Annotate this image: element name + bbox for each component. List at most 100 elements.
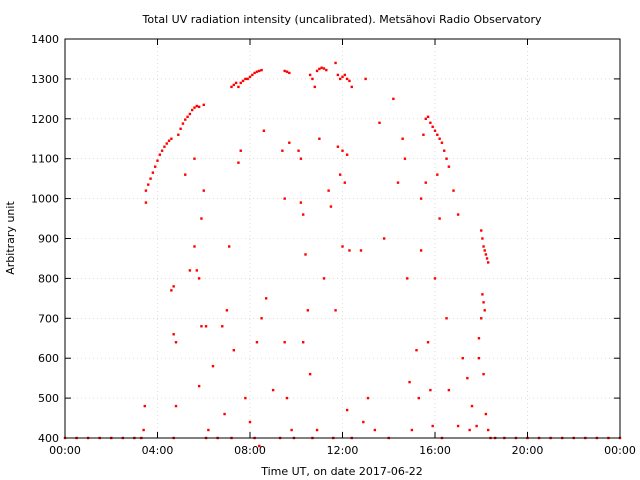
data-point [200, 217, 203, 220]
data-point [200, 325, 203, 328]
data-point [341, 245, 344, 248]
data-point [426, 115, 430, 119]
data-point [244, 396, 247, 400]
data-point [237, 85, 240, 89]
data-point [251, 73, 254, 77]
data-point [239, 149, 242, 152]
data-point [172, 285, 175, 288]
data-point [165, 142, 168, 145]
x-tick-label: 08:00 [234, 444, 266, 457]
data-point [456, 213, 460, 216]
data-point [401, 137, 404, 140]
data-point [320, 66, 323, 69]
data-point [477, 357, 481, 360]
data-point [341, 149, 344, 152]
data-point [343, 73, 347, 77]
data-point [480, 317, 483, 320]
data-point [211, 364, 215, 368]
data-point [285, 396, 289, 400]
data-point [174, 341, 178, 344]
data-point [429, 388, 432, 392]
data-point [315, 428, 319, 432]
data-point [475, 424, 478, 428]
data-point [151, 171, 155, 174]
data-point [142, 428, 145, 432]
data-point [230, 85, 233, 89]
data-point [325, 68, 328, 72]
data-point [438, 217, 441, 220]
data-point [264, 297, 268, 300]
data-point [283, 341, 286, 344]
data-point [482, 372, 485, 376]
data-point [443, 149, 446, 152]
data-point [195, 269, 199, 272]
data-point [348, 249, 351, 252]
y-tick-label: 900 [38, 233, 59, 246]
data-point [260, 317, 263, 320]
data-point [468, 428, 471, 432]
data-point [477, 337, 481, 340]
data-point [373, 428, 377, 432]
data-point [433, 129, 437, 132]
data-point [456, 424, 460, 428]
data-point [429, 121, 432, 124]
data-point [204, 325, 208, 328]
data-point [156, 159, 159, 162]
data-point [419, 197, 423, 200]
data-point [327, 189, 330, 192]
data-point [364, 77, 367, 81]
data-point [147, 183, 150, 186]
data-point [338, 173, 342, 176]
y-tick-label: 500 [38, 392, 59, 405]
data-point [426, 341, 430, 344]
data-point [308, 372, 312, 376]
y-tick-label: 800 [38, 272, 59, 285]
data-point [436, 173, 439, 176]
data-point [260, 68, 263, 72]
data-point [207, 428, 210, 432]
data-point [149, 177, 152, 180]
data-point [153, 165, 157, 168]
data-point [341, 75, 344, 79]
data-point [301, 213, 305, 216]
data-point [262, 129, 266, 132]
data-point [167, 139, 171, 142]
data-point [433, 277, 437, 280]
data-point [163, 145, 166, 148]
data-point [329, 205, 333, 208]
x-tick-label: 04:00 [142, 444, 174, 457]
grid [65, 39, 620, 438]
data-point [466, 376, 469, 380]
data-point [290, 428, 293, 432]
data-point [248, 420, 252, 424]
data-point [288, 71, 291, 75]
data-point [334, 309, 337, 312]
data-point [237, 161, 240, 164]
data-point [445, 157, 448, 160]
data-point [285, 70, 289, 73]
data-point [299, 157, 303, 160]
data-point [241, 79, 245, 83]
data-point [431, 424, 434, 428]
data-point [193, 245, 196, 248]
y-tick-label: 1100 [31, 153, 59, 166]
data-point [348, 79, 351, 83]
data-point [461, 357, 464, 360]
data-point [258, 444, 261, 448]
data-point [258, 69, 261, 73]
data-point [431, 125, 434, 128]
data-point [486, 261, 490, 264]
x-tick-label: 20:00 [512, 444, 544, 457]
data-point [408, 380, 411, 384]
y-tick-label: 400 [38, 432, 59, 445]
data-point [143, 404, 146, 408]
data-point [306, 309, 310, 312]
data-point [392, 97, 395, 101]
data-point [424, 117, 427, 120]
x-axis-label: Time UT, on date 2017-06-22 [260, 465, 423, 478]
data-point [184, 173, 187, 176]
data-point [297, 149, 300, 152]
data-point [486, 428, 490, 432]
data-point [288, 141, 291, 144]
